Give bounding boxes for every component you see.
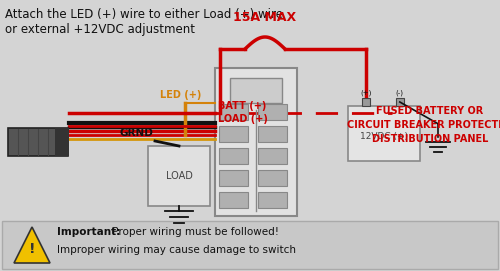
Bar — [348, 106, 420, 161]
Text: LOAD (+): LOAD (+) — [218, 114, 268, 124]
Text: (-): (-) — [396, 89, 404, 96]
Text: 15A MAX: 15A MAX — [234, 11, 296, 24]
Bar — [219, 170, 248, 186]
Text: Proper wiring must be followed!: Proper wiring must be followed! — [109, 227, 279, 237]
Text: LOAD: LOAD — [166, 171, 192, 181]
Bar — [230, 78, 282, 103]
Text: GRND: GRND — [120, 128, 154, 138]
Text: Important:: Important: — [57, 227, 120, 237]
Bar — [219, 148, 248, 164]
Bar — [219, 192, 248, 208]
Bar — [55, 128, 69, 156]
Bar — [258, 192, 287, 208]
Bar — [396, 98, 404, 106]
Bar — [215, 68, 297, 216]
Text: 12VDC (+): 12VDC (+) — [360, 132, 408, 141]
Text: Improper wiring may cause damage to switch: Improper wiring may cause damage to swit… — [57, 245, 296, 255]
Polygon shape — [14, 227, 50, 263]
Bar — [362, 98, 370, 106]
Text: !: ! — [29, 242, 35, 256]
Text: (+): (+) — [360, 89, 372, 96]
Bar — [219, 126, 248, 142]
Text: FUSED BATTERY OR
CIRCUIT BREAKER PROTECTED
DISTRIBUTION PANEL: FUSED BATTERY OR CIRCUIT BREAKER PROTECT… — [347, 106, 500, 144]
Text: LED (+): LED (+) — [160, 90, 202, 100]
Bar — [258, 148, 287, 164]
Bar — [148, 146, 210, 206]
Bar — [258, 126, 287, 142]
Text: BATT (+): BATT (+) — [218, 101, 266, 111]
Bar — [8, 128, 68, 156]
Text: Attach the LED (+) wire to either Load (+) wire
or external +12VDC adjustment: Attach the LED (+) wire to either Load (… — [5, 8, 283, 36]
Bar — [2, 221, 498, 269]
Bar — [258, 104, 287, 120]
Bar — [219, 104, 248, 120]
Bar — [258, 170, 287, 186]
